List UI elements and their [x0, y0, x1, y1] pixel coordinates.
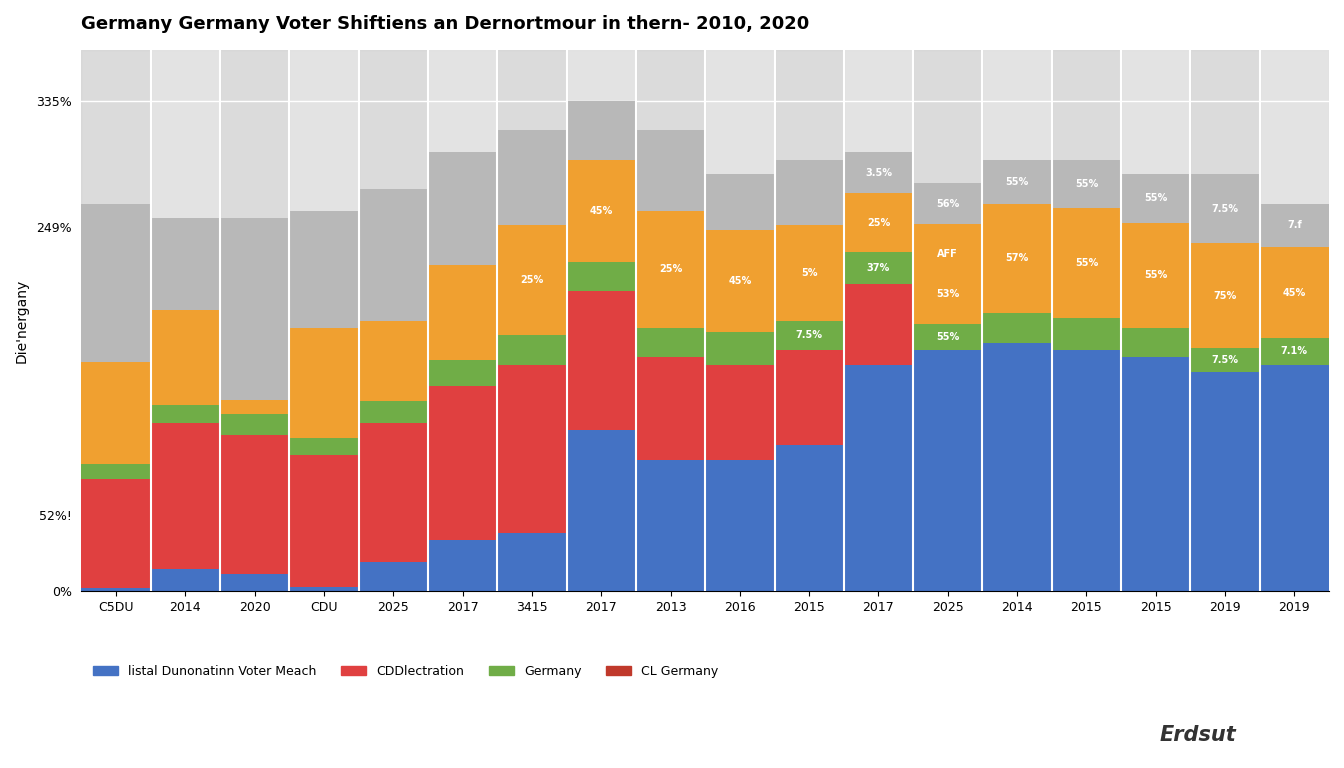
Bar: [1259, 50, 1329, 591]
Bar: [151, 50, 220, 591]
Text: 7.f: 7.f: [1288, 220, 1302, 230]
Bar: [427, 50, 497, 591]
Text: 7.5%: 7.5%: [1211, 355, 1239, 365]
Text: 5%: 5%: [801, 268, 817, 278]
Text: 25%: 25%: [520, 276, 543, 286]
Text: 55%: 55%: [1005, 177, 1028, 187]
Bar: [1121, 50, 1191, 591]
Text: 55%: 55%: [1144, 194, 1168, 204]
Bar: [982, 50, 1052, 591]
Text: 45%: 45%: [590, 206, 613, 216]
Text: 57%: 57%: [1005, 253, 1028, 263]
Text: 45%: 45%: [728, 276, 751, 286]
Text: 55%: 55%: [1075, 179, 1098, 189]
Bar: [1191, 50, 1259, 591]
Bar: [82, 50, 151, 591]
Bar: [289, 50, 359, 591]
Bar: [913, 50, 982, 591]
Bar: [220, 50, 289, 591]
Text: 75%: 75%: [1214, 291, 1236, 301]
Text: 55%: 55%: [1075, 258, 1098, 268]
Text: 25%: 25%: [867, 217, 890, 227]
Bar: [359, 50, 427, 591]
Text: 55%: 55%: [937, 332, 960, 342]
Bar: [706, 50, 774, 591]
Bar: [497, 50, 567, 591]
Text: 25%: 25%: [659, 264, 683, 274]
Text: AFF: AFF: [937, 249, 958, 259]
Text: 3.5%: 3.5%: [866, 167, 892, 177]
Y-axis label: Die'nergany: Die'nergany: [15, 279, 30, 362]
Bar: [844, 50, 913, 591]
Text: 55%: 55%: [1144, 270, 1168, 280]
Text: 45%: 45%: [1282, 288, 1306, 298]
Text: 7.1%: 7.1%: [1281, 346, 1308, 356]
Text: Germany Germany Voter Shiftiens an Dernortmour in thern- 2010, 2020: Germany Germany Voter Shiftiens an Derno…: [82, 15, 809, 33]
Text: 53%: 53%: [937, 289, 960, 299]
Bar: [774, 50, 844, 591]
Text: Erdsut: Erdsut: [1160, 725, 1236, 745]
Text: 37%: 37%: [867, 263, 890, 273]
Bar: [1052, 50, 1121, 591]
Text: 7.5%: 7.5%: [1211, 204, 1239, 214]
Bar: [567, 50, 636, 591]
Bar: [636, 50, 706, 591]
Text: 7.5%: 7.5%: [796, 330, 823, 340]
Text: 56%: 56%: [937, 198, 960, 208]
Legend: listal Dunonatinn Voter Meach, CDDlectration, Germany, CL Germany: listal Dunonatinn Voter Meach, CDDlectra…: [87, 660, 723, 683]
